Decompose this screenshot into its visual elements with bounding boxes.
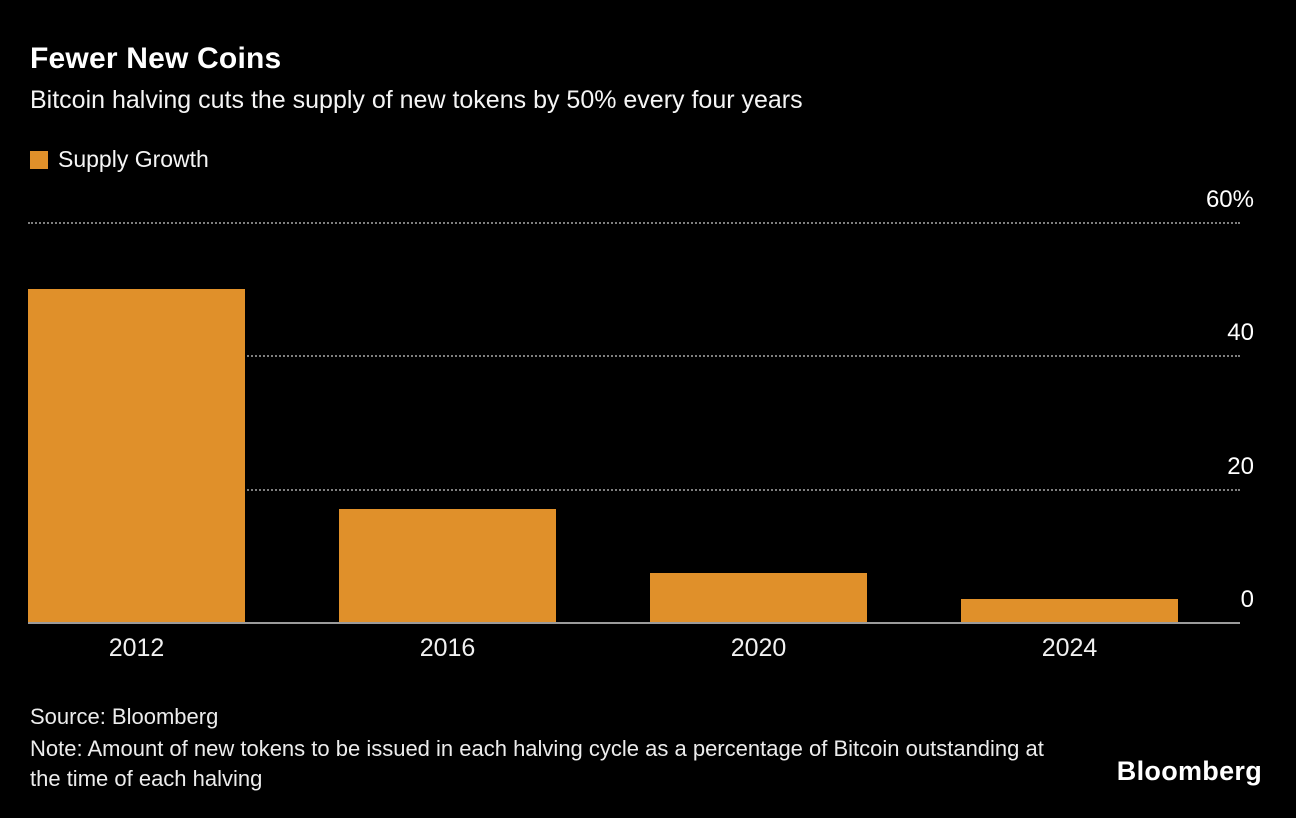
source-text: Source: Bloomberg xyxy=(30,704,219,729)
legend-swatch-icon xyxy=(30,150,48,169)
plot-area: 60% 40 20 0 2012 2016 2020 2024 xyxy=(28,186,1254,662)
note-text: Note: Amount of new tokens to be issued … xyxy=(30,736,1044,791)
gridline-60 xyxy=(28,222,1240,224)
y-tick-label-60: 60% xyxy=(1205,186,1254,213)
legend-label: Supply Growth xyxy=(58,146,209,172)
chart-subtitle: Bitcoin halving cuts the supply of new t… xyxy=(30,86,803,114)
gridline-40 xyxy=(28,355,1240,358)
bloomberg-logo: Bloomberg xyxy=(1116,756,1262,786)
x-tick-label-2020: 2020 xyxy=(730,634,787,662)
bar-2024 xyxy=(961,599,1178,622)
bar-2020 xyxy=(650,573,867,622)
x-tick-label-2012: 2012 xyxy=(108,634,165,662)
gridline-20 xyxy=(28,488,1240,491)
chart-title: Fewer New Coins xyxy=(30,42,282,75)
x-tick-label-2016: 2016 xyxy=(419,634,476,662)
x-tick-label-2024: 2024 xyxy=(1041,634,1098,662)
y-tick-label-20: 20 xyxy=(1227,452,1254,480)
bar-2012 xyxy=(28,289,245,622)
y-tick-label-40: 40 xyxy=(1227,319,1254,347)
bar-2016 xyxy=(339,509,556,622)
x-axis-line xyxy=(28,622,1240,624)
chart-legend: Supply Growth xyxy=(30,146,209,173)
y-tick-label-0: 0 xyxy=(1240,586,1254,613)
